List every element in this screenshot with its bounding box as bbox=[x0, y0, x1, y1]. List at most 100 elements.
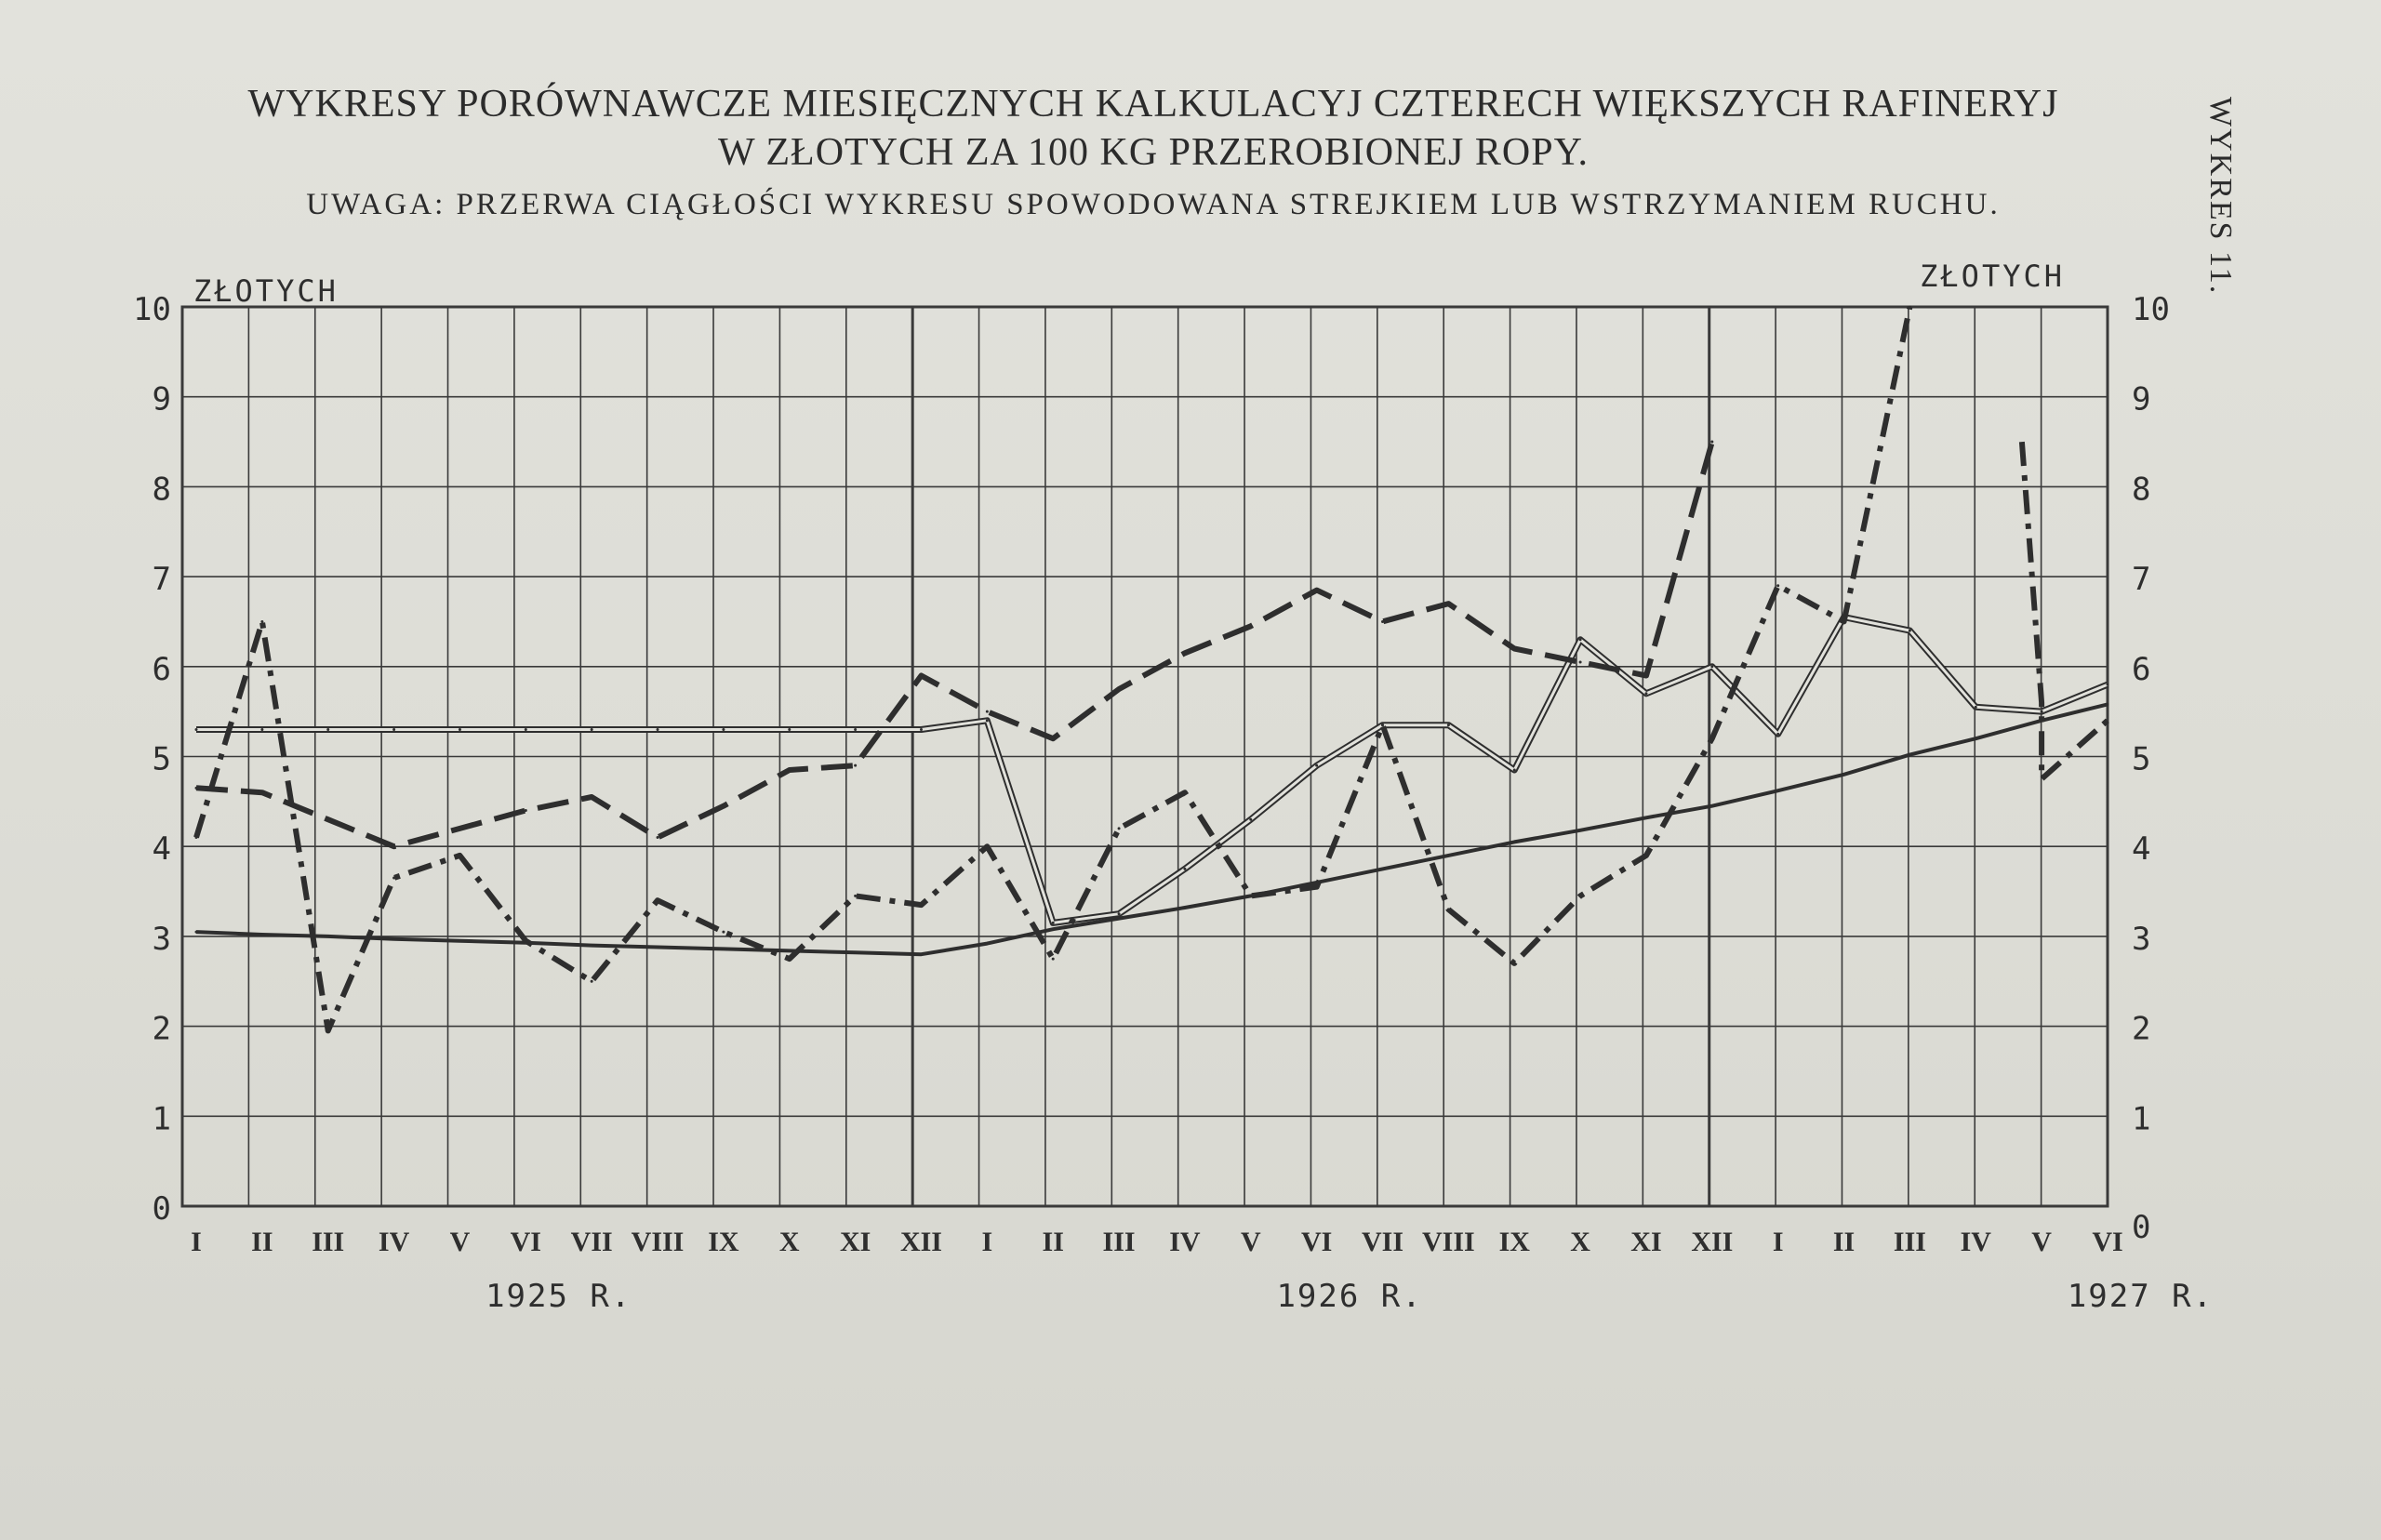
data-point bbox=[656, 727, 659, 731]
data-point bbox=[194, 727, 198, 731]
data-point bbox=[1644, 673, 1648, 677]
x-tick-label: II bbox=[1043, 1227, 1064, 1257]
data-point bbox=[326, 727, 330, 731]
data-point bbox=[1446, 724, 1450, 727]
y-tick-label-left: 6 bbox=[153, 651, 171, 688]
data-point bbox=[985, 942, 989, 946]
data-point bbox=[1776, 732, 1780, 736]
data-point bbox=[985, 844, 989, 848]
data-point bbox=[194, 836, 198, 840]
data-point bbox=[919, 727, 923, 731]
data-point bbox=[1051, 927, 1055, 931]
y-tick-label-left: 7 bbox=[153, 561, 171, 598]
data-point bbox=[1183, 906, 1187, 909]
chart-series bbox=[193, 305, 2109, 1034]
data-point bbox=[326, 1029, 330, 1032]
data-point bbox=[1446, 854, 1450, 857]
data-point bbox=[722, 804, 725, 808]
data-point bbox=[1974, 737, 1977, 740]
data-point bbox=[1249, 624, 1253, 628]
data-point bbox=[1512, 962, 1516, 965]
data-point bbox=[1908, 753, 1911, 757]
x-tick-label: V bbox=[2031, 1227, 2052, 1257]
data-point bbox=[854, 894, 858, 897]
data-point bbox=[326, 935, 330, 938]
data-point bbox=[260, 933, 264, 936]
data-point bbox=[1249, 894, 1253, 897]
data-point bbox=[590, 944, 593, 948]
chart-grid bbox=[180, 305, 2109, 1208]
data-point bbox=[392, 844, 396, 848]
x-tick-label: VII bbox=[571, 1227, 613, 1257]
data-point bbox=[1512, 646, 1516, 650]
data-point bbox=[1381, 867, 1385, 870]
data-point bbox=[590, 795, 593, 799]
y-tick-label-left: 9 bbox=[153, 381, 171, 418]
y-axis-label-right: ZŁOTYCH bbox=[1920, 259, 2065, 294]
data-point bbox=[590, 727, 593, 731]
year-label: 1927 R. bbox=[2068, 1278, 2214, 1315]
data-point bbox=[985, 710, 989, 713]
data-point bbox=[1381, 724, 1385, 727]
series-line-solid bbox=[195, 702, 2108, 957]
data-point bbox=[722, 947, 725, 950]
data-point bbox=[590, 979, 593, 983]
x-tick-label: VI bbox=[511, 1227, 541, 1257]
y-tick-label-right: 9 bbox=[2132, 381, 2150, 418]
data-point bbox=[1315, 763, 1319, 767]
data-point bbox=[1578, 829, 1582, 832]
data-point bbox=[194, 786, 198, 790]
x-tick-label: XI bbox=[840, 1227, 871, 1257]
data-point bbox=[1908, 305, 1911, 309]
data-point bbox=[392, 937, 396, 941]
data-point bbox=[1644, 816, 1648, 819]
data-point bbox=[1974, 705, 1977, 709]
data-point bbox=[854, 763, 858, 767]
data-point bbox=[1842, 619, 1846, 623]
data-point bbox=[985, 719, 989, 723]
data-point bbox=[260, 619, 264, 623]
x-tick-label: I bbox=[191, 1227, 202, 1257]
y-axis-label-left: ZŁOTYCH bbox=[193, 273, 339, 309]
x-tick-label: VI bbox=[2092, 1227, 2122, 1257]
data-point bbox=[788, 768, 791, 772]
y-tick-label-right: 0 bbox=[2132, 1209, 2150, 1246]
data-point bbox=[2106, 683, 2109, 686]
x-tick-label: IX bbox=[1499, 1227, 1531, 1257]
data-point bbox=[458, 854, 461, 857]
data-point bbox=[1381, 619, 1385, 623]
x-tick-label: VII bbox=[1362, 1227, 1403, 1257]
chart-note: UWAGA: PRZERWA CIĄGŁOŚCI WYKRESU SPOWODO… bbox=[306, 188, 2001, 221]
x-tick-label: III bbox=[312, 1227, 344, 1257]
chart-title-line2: W ZŁOTYCH ZA 100 KG PRZEROBIONEJ ROPY. bbox=[718, 131, 1589, 174]
x-tick-label: X bbox=[779, 1227, 800, 1257]
y-tick-label-left: 3 bbox=[153, 921, 171, 958]
data-point bbox=[1842, 773, 1846, 777]
data-point bbox=[1710, 737, 1714, 740]
data-point bbox=[260, 727, 264, 731]
data-point bbox=[722, 727, 725, 731]
series-line-dash-dot bbox=[2018, 441, 2109, 782]
data-point bbox=[524, 809, 527, 813]
figure-number-label: WYKRES 11. bbox=[2203, 97, 2238, 296]
y-tick-label-left: 2 bbox=[153, 1011, 171, 1048]
data-point bbox=[854, 950, 858, 954]
data-point bbox=[919, 903, 923, 907]
data-point bbox=[1578, 894, 1582, 897]
x-tick-label: I bbox=[982, 1227, 993, 1257]
data-point bbox=[1776, 584, 1780, 588]
data-point bbox=[1183, 867, 1187, 870]
x-tick-label: IV bbox=[379, 1227, 410, 1257]
data-point bbox=[1644, 692, 1648, 696]
y-tick-label-right: 5 bbox=[2132, 741, 2150, 778]
data-point bbox=[260, 790, 264, 794]
x-tick-label: VIII bbox=[1422, 1227, 1475, 1257]
data-point bbox=[1710, 804, 1714, 808]
x-tick-label: V bbox=[450, 1227, 471, 1257]
data-point bbox=[1446, 602, 1450, 605]
data-point bbox=[1117, 827, 1121, 830]
year-label: 1926 R. bbox=[1276, 1278, 1422, 1315]
